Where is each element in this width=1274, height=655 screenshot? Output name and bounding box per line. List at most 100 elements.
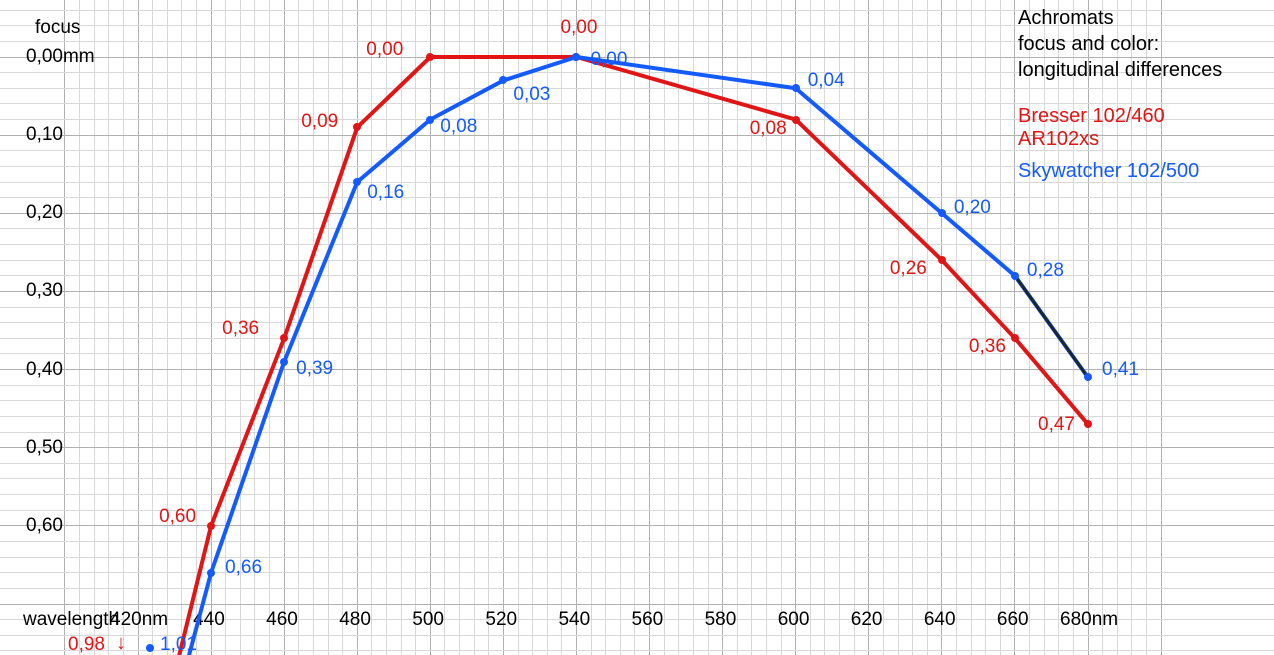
grid-hline-minor bbox=[0, 463, 1274, 464]
x-axis-title: wavelength bbox=[23, 609, 119, 631]
series-1-value-label: 0,28 bbox=[1027, 260, 1064, 282]
grid-hline-minor bbox=[0, 322, 1274, 323]
grid-hline-minor bbox=[0, 228, 1274, 229]
series-0-value-label: 0,26 bbox=[890, 258, 927, 280]
series-0-value-label: 0,00 bbox=[560, 17, 597, 39]
chart-title-line-2: longitudinal differences bbox=[1018, 59, 1222, 82]
series-1-marker bbox=[938, 209, 946, 217]
series-1-value-label: 0,04 bbox=[808, 70, 845, 92]
grid-hline-minor bbox=[0, 494, 1274, 495]
series-0-value-label: 0,47 bbox=[1038, 414, 1075, 436]
series-1-offscreen-label: 1,01 bbox=[160, 634, 197, 655]
grid-hline-minor bbox=[0, 478, 1274, 479]
grid-hline-major bbox=[0, 213, 1274, 214]
series-0-value-label: 0,36 bbox=[969, 336, 1006, 358]
series-0-marker bbox=[938, 256, 946, 264]
series-0-marker bbox=[207, 522, 215, 530]
grid-hline-minor bbox=[0, 557, 1274, 558]
grid-hline-minor bbox=[0, 197, 1274, 198]
x-tick-label: 680nm bbox=[1060, 609, 1118, 631]
x-tick-label: 660 bbox=[997, 609, 1029, 631]
grid-hline-major bbox=[0, 604, 1274, 605]
chart-title-line-1: focus and color: bbox=[1018, 33, 1159, 56]
y-tick-label: 0,20 bbox=[26, 202, 63, 224]
grid-hline-minor bbox=[0, 353, 1274, 354]
y-tick-label: 0,10 bbox=[26, 124, 63, 146]
grid-hline-minor bbox=[0, 307, 1274, 308]
grid-hline-minor bbox=[0, 244, 1274, 245]
series-0-value-label: 0,08 bbox=[750, 118, 787, 140]
series-1-marker bbox=[426, 116, 434, 124]
series-0-marker bbox=[353, 123, 361, 131]
series-0-marker bbox=[1084, 420, 1092, 428]
x-tick-label: 620 bbox=[851, 609, 883, 631]
grid-hline-minor bbox=[0, 541, 1274, 542]
x-tick-label: 420nm bbox=[110, 609, 168, 631]
series-0-value-label: 0,00 bbox=[366, 39, 403, 61]
series-line-1 bbox=[138, 57, 1088, 655]
x-tick-label: 540 bbox=[558, 609, 590, 631]
down-arrow-icon: ↓ bbox=[116, 632, 126, 655]
series-1-value-label: 0,08 bbox=[440, 116, 477, 138]
grid-hline-minor bbox=[0, 400, 1274, 401]
grid-hline-minor bbox=[0, 572, 1274, 573]
series-1-marker bbox=[499, 76, 507, 84]
x-tick-label: 520 bbox=[485, 609, 517, 631]
grid-hline-major bbox=[0, 291, 1274, 292]
series-0-marker bbox=[1011, 334, 1019, 342]
series-0-value-label: 0,09 bbox=[301, 111, 338, 133]
legend-item-1: AR102xs bbox=[1018, 128, 1099, 151]
x-tick-label: 480 bbox=[339, 609, 371, 631]
x-tick-label: 560 bbox=[632, 609, 664, 631]
legend-item-2: Skywatcher 102/500 bbox=[1018, 160, 1199, 183]
series-1-value-label: 0,39 bbox=[296, 358, 333, 380]
chart-title-line-0: Achromats bbox=[1018, 7, 1114, 30]
x-tick-label: 500 bbox=[412, 609, 444, 631]
grid-hline-minor bbox=[0, 88, 1274, 89]
grid-hline-minor bbox=[0, 275, 1274, 276]
y-tick-label: 0,60 bbox=[26, 515, 63, 537]
y-tick-label: 0,40 bbox=[26, 359, 63, 381]
series-1-value-label: 0,03 bbox=[513, 84, 550, 106]
series-1-offscreen-marker bbox=[146, 644, 154, 652]
series-0-marker bbox=[792, 116, 800, 124]
series-1-marker bbox=[280, 358, 288, 366]
series-1-marker bbox=[1084, 373, 1092, 381]
y-tick-label: 0,50 bbox=[26, 437, 63, 459]
grid-hline-major bbox=[0, 369, 1274, 370]
grid-hline-minor bbox=[0, 260, 1274, 261]
series-1-value-label: 0,20 bbox=[954, 197, 991, 219]
series-line-0 bbox=[138, 57, 1088, 655]
series-0-marker bbox=[280, 334, 288, 342]
chart-root: focus wavelength 0,00mm 0,10 0,20 0,30 0,40 0,5… bbox=[0, 0, 1274, 655]
series-0-value-label: 0,36 bbox=[222, 318, 259, 340]
grid-hline-minor bbox=[0, 588, 1274, 589]
x-tick-label: 460 bbox=[266, 609, 298, 631]
series-1-marker bbox=[572, 53, 580, 61]
series-1-marker bbox=[792, 84, 800, 92]
x-tick-label: 600 bbox=[778, 609, 810, 631]
series-0-marker bbox=[426, 53, 434, 61]
y-axis-title: focus bbox=[35, 17, 80, 39]
y-tick-label: 0,30 bbox=[26, 280, 63, 302]
grid-hline-minor bbox=[0, 416, 1274, 417]
grid-hline-major bbox=[0, 57, 1274, 58]
x-tick-label: 580 bbox=[705, 609, 737, 631]
x-tick-label: 440 bbox=[193, 609, 225, 631]
y-tick-label: 0,00mm bbox=[26, 46, 95, 68]
series-1-marker bbox=[353, 178, 361, 186]
series-0-value-label: 0,60 bbox=[159, 506, 196, 528]
grid-hline-minor bbox=[0, 338, 1274, 339]
legend-item-0: Bresser 102/460 bbox=[1018, 105, 1165, 128]
series-1-value-label: 0,66 bbox=[225, 557, 262, 579]
grid-hline-major bbox=[0, 447, 1274, 448]
series-1-marker bbox=[1011, 272, 1019, 280]
grid-hline-minor bbox=[0, 432, 1274, 433]
series-1-value-label: 0,41 bbox=[1102, 359, 1139, 381]
series-1-value-label: 0,00 bbox=[590, 49, 627, 71]
series-1-marker bbox=[207, 569, 215, 577]
series-0-offscreen-label: 0,98 bbox=[68, 634, 105, 655]
series-1-value-label: 0,16 bbox=[367, 182, 404, 204]
grid-hline-minor bbox=[0, 385, 1274, 386]
x-tick-label: 640 bbox=[924, 609, 956, 631]
